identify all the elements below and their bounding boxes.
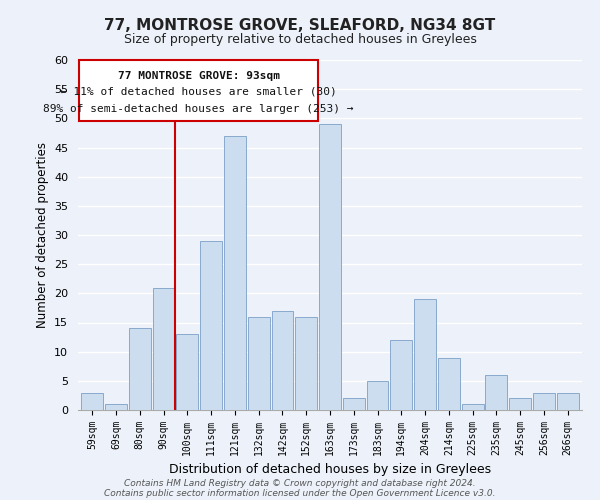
Text: Contains public sector information licensed under the Open Government Licence v3: Contains public sector information licen…: [104, 488, 496, 498]
Text: Contains HM Land Registry data © Crown copyright and database right 2024.: Contains HM Land Registry data © Crown c…: [124, 478, 476, 488]
Text: ← 11% of detached houses are smaller (30): ← 11% of detached houses are smaller (30…: [60, 86, 337, 97]
X-axis label: Distribution of detached houses by size in Greylees: Distribution of detached houses by size …: [169, 464, 491, 476]
Bar: [485, 375, 508, 410]
Bar: [82, 392, 103, 410]
Bar: [272, 311, 293, 410]
Bar: [509, 398, 531, 410]
Bar: [343, 398, 365, 410]
Text: 77 MONTROSE GROVE: 93sqm: 77 MONTROSE GROVE: 93sqm: [118, 70, 280, 81]
Bar: [248, 316, 269, 410]
Bar: [200, 241, 222, 410]
Bar: [176, 334, 198, 410]
Bar: [533, 392, 555, 410]
Bar: [319, 124, 341, 410]
Bar: [105, 404, 127, 410]
Bar: [295, 316, 317, 410]
Text: 77, MONTROSE GROVE, SLEAFORD, NG34 8GT: 77, MONTROSE GROVE, SLEAFORD, NG34 8GT: [104, 18, 496, 32]
Bar: [391, 340, 412, 410]
Bar: [438, 358, 460, 410]
Bar: [367, 381, 388, 410]
Bar: [414, 299, 436, 410]
Bar: [152, 288, 175, 410]
Text: 89% of semi-detached houses are larger (253) →: 89% of semi-detached houses are larger (…: [43, 104, 354, 114]
Y-axis label: Number of detached properties: Number of detached properties: [35, 142, 49, 328]
Bar: [224, 136, 246, 410]
Text: Size of property relative to detached houses in Greylees: Size of property relative to detached ho…: [124, 32, 476, 46]
FancyBboxPatch shape: [79, 60, 318, 122]
Bar: [557, 392, 578, 410]
Bar: [462, 404, 484, 410]
Bar: [129, 328, 151, 410]
